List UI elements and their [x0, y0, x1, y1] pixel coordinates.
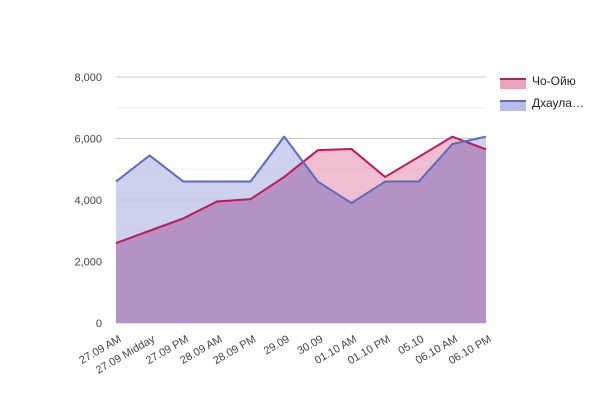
series-line-1 [115, 135, 487, 244]
y-tick-label: 0 [96, 318, 102, 330]
legend: Чо-Ойю Дхаула… [500, 74, 584, 111]
x-tick-label: 29.09 [262, 333, 292, 357]
legend-label-2: Дхаула… [532, 96, 584, 110]
y-tick-label: 6,000 [74, 134, 102, 146]
y-tick-label: 4,000 [74, 195, 102, 207]
y-tick-label: 8,000 [74, 72, 102, 84]
series-lines [115, 135, 487, 244]
overlap-area [116, 141, 486, 323]
series-line-2 [115, 135, 487, 205]
legend-swatch-1 [500, 79, 526, 89]
y-axis: 0 2,000 4,000 6,000 8,000 [74, 72, 102, 330]
legend-label-1: Чо-Ойю [532, 74, 576, 88]
series-overlap [116, 141, 486, 323]
y-tick-label: 2,000 [74, 257, 102, 269]
legend-swatch-2 [500, 101, 526, 111]
